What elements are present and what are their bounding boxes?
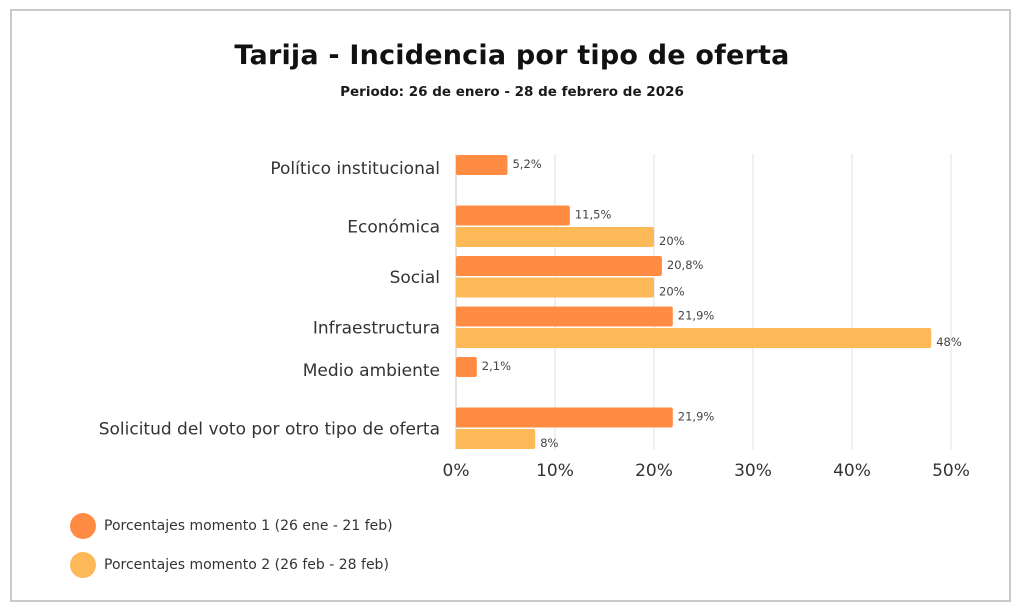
- legend-swatch-momento-2: [70, 551, 96, 578]
- x-tick-label: 50%: [932, 461, 970, 481]
- chart-subtitle: Periodo: 26 de enero - 28 de febrero de …: [340, 84, 684, 100]
- x-axis-ticks: 0% 10% 20% 30% 40% 50%: [443, 461, 970, 481]
- bar-series-1: [456, 256, 662, 276]
- category-label: Medio ambiente: [303, 361, 440, 381]
- legend: Porcentajes momento 1 (26 ene - 21 feb) …: [70, 506, 393, 584]
- x-tick-label: 40%: [833, 461, 871, 481]
- bar-series-1: [456, 357, 477, 377]
- x-tick-label: 20%: [635, 461, 673, 481]
- bar-series-2: [456, 328, 932, 348]
- bar-series-1: [456, 155, 508, 175]
- legend-label-momento-2: Porcentajes momento 2 (26 feb - 28 feb): [104, 556, 389, 573]
- category-label: Social: [390, 268, 440, 288]
- gridlines: [455, 154, 952, 450]
- bar-series-2: [456, 429, 536, 449]
- x-tick-label: 30%: [734, 461, 772, 481]
- bars: [456, 155, 932, 449]
- bar-series-1: [456, 205, 570, 226]
- bar-series-2: [456, 227, 654, 247]
- category-label: Económica: [347, 217, 440, 237]
- chart-frame: [10, 9, 1011, 602]
- data-label: 8%: [540, 436, 558, 450]
- chart-title: Tarija - Incidencia por tipo de oferta: [234, 40, 790, 71]
- legend-label-momento-1: Porcentajes momento 1 (26 ene - 21 feb): [104, 517, 393, 534]
- data-label: 21,9%: [678, 309, 715, 323]
- value-labels: 5,2% 11,5% 20% 20,8% 20% 21,9% 48% 2,1% 21,9% 8%: [482, 157, 962, 450]
- data-label: 20,8%: [667, 258, 704, 272]
- bar-series-2: [456, 277, 654, 298]
- data-label: 20%: [659, 285, 685, 299]
- data-label: 11,5%: [575, 208, 612, 222]
- category-label: Político institucional: [270, 159, 440, 179]
- data-label: 21,9%: [678, 410, 715, 424]
- data-label: 2,1%: [482, 359, 511, 373]
- category-label: Solicitud del voto por otro tipo de ofer…: [99, 419, 440, 439]
- category-labels: Político institucional Económica Social Inf…: [99, 159, 440, 439]
- x-tick-label: 10%: [536, 461, 574, 481]
- bar-series-1: [456, 306, 673, 327]
- data-label: 48%: [936, 335, 962, 349]
- category-label: Infraestructura: [313, 318, 440, 338]
- data-label: 20%: [659, 234, 685, 248]
- legend-item-momento-2: Porcentajes momento 2 (26 feb - 28 feb): [70, 545, 393, 584]
- legend-item-momento-1: Porcentajes momento 1 (26 ene - 21 feb): [70, 506, 393, 545]
- bar-series-1: [456, 407, 673, 428]
- x-tick-label: 0%: [443, 461, 470, 481]
- legend-swatch-momento-1: [70, 512, 96, 539]
- data-label: 5,2%: [512, 157, 541, 171]
